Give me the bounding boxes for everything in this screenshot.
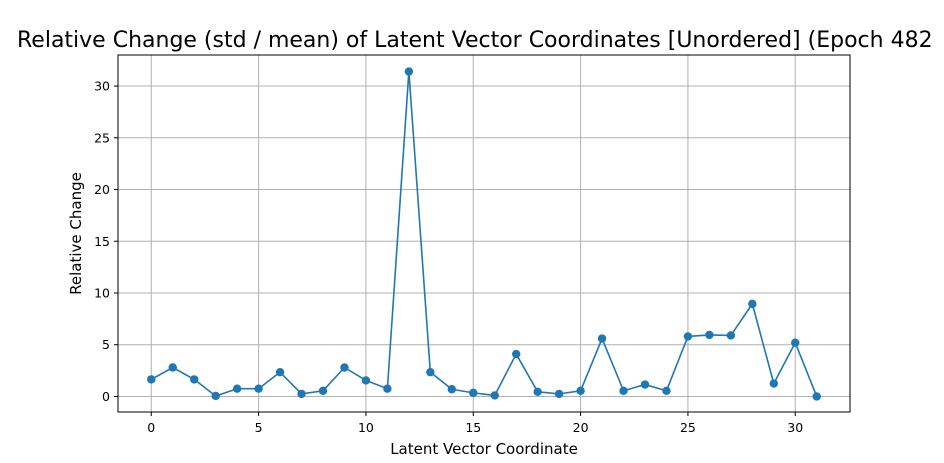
- y-tick-label: 25: [94, 130, 110, 145]
- y-tick-label: 15: [94, 234, 110, 249]
- data-point: [726, 331, 736, 340]
- y-tick-label: 5: [102, 337, 110, 352]
- data-point: [168, 363, 177, 372]
- x-tick-label: 25: [680, 420, 696, 435]
- data-point: [554, 389, 564, 399]
- data-point: [361, 376, 371, 385]
- data-point: [705, 330, 714, 340]
- data-point: [511, 349, 521, 359]
- data-point: [426, 367, 435, 377]
- chart-title: Relative Change (std / mean) of Latent V…: [17, 28, 933, 53]
- data-point: [812, 392, 821, 401]
- data-point: [619, 386, 628, 395]
- data-point: [318, 386, 328, 395]
- data-point: [683, 332, 693, 341]
- data-point: [275, 367, 285, 377]
- x-tick-label: 15: [465, 420, 481, 435]
- y-tick-label: 20: [94, 182, 110, 197]
- data-point: [533, 387, 542, 397]
- x-tick-label: 30: [787, 420, 803, 435]
- x-axis-label: Latent Vector Coordinate: [390, 440, 578, 458]
- data-point: [383, 384, 392, 393]
- y-tick-label: 30: [94, 79, 110, 94]
- data-point: [490, 391, 499, 400]
- data-point: [190, 375, 199, 384]
- data-point: [340, 363, 349, 372]
- y-tick-label: 0: [102, 389, 110, 404]
- x-tick-label: 20: [573, 420, 589, 435]
- x-tick-label: 0: [147, 420, 155, 435]
- y-axis-ticks: 0 5 10 15 20 25 30: [94, 79, 118, 404]
- data-point: [769, 379, 778, 388]
- data-point: [297, 389, 306, 399]
- data-point: [254, 384, 263, 393]
- data-point: [469, 388, 478, 398]
- y-axis-label: Relative Change: [67, 172, 85, 295]
- data-point: [640, 380, 650, 389]
- x-axis-ticks: 0 5 10 15 20 25 30: [147, 412, 803, 435]
- x-tick-label: 10: [358, 420, 374, 435]
- data-point: [597, 334, 607, 343]
- data-point: [662, 386, 671, 395]
- grid-lines: [118, 55, 850, 412]
- series-line: [150, 70, 818, 397]
- data-point: [404, 67, 414, 76]
- x-tick-label: 5: [255, 420, 263, 435]
- data-point: [447, 385, 457, 394]
- data-point: [576, 386, 585, 395]
- y-tick-label: 10: [94, 286, 110, 301]
- data-point: [232, 384, 242, 393]
- data-point: [147, 375, 156, 384]
- data-point: [211, 391, 220, 401]
- data-point: [748, 299, 757, 309]
- data-series: [147, 67, 821, 401]
- plot-area-frame: [117, 54, 851, 413]
- data-point: [791, 338, 800, 347]
